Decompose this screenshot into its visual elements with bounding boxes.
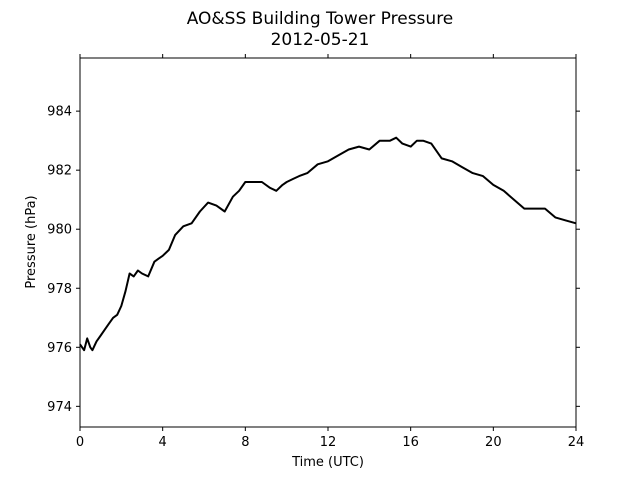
x-axis-label: Time (UTC) xyxy=(291,455,364,470)
plot-frame xyxy=(79,57,577,428)
plot-area xyxy=(79,136,577,352)
y-tick-label: 978 xyxy=(47,282,72,297)
y-tick-label: 984 xyxy=(47,105,72,120)
chart-subtitle: 2012-05-21 xyxy=(271,30,370,50)
x-tick-label: 16 xyxy=(402,435,419,450)
chart-title: AO&SS Building Tower Pressure xyxy=(187,9,454,29)
axis-ticks: 0 4 8 12 16 20 24 974 976 978 980 982 984 xyxy=(47,54,584,450)
pressure-series-line xyxy=(79,136,577,352)
x-tick-label: 20 xyxy=(485,435,502,450)
y-tick-label: 974 xyxy=(47,400,72,415)
x-tick-label: 12 xyxy=(320,435,337,450)
y-tick-label: 980 xyxy=(47,223,72,238)
x-tick-label: 4 xyxy=(159,435,167,450)
y-tick-label: 982 xyxy=(47,164,72,179)
y-axis-label: Pressure (hPa) xyxy=(24,195,39,288)
y-tick-label: 976 xyxy=(47,341,72,356)
x-tick-label: 8 xyxy=(241,435,249,450)
x-tick-label: 0 xyxy=(76,435,84,450)
x-tick-label: 24 xyxy=(568,435,585,450)
